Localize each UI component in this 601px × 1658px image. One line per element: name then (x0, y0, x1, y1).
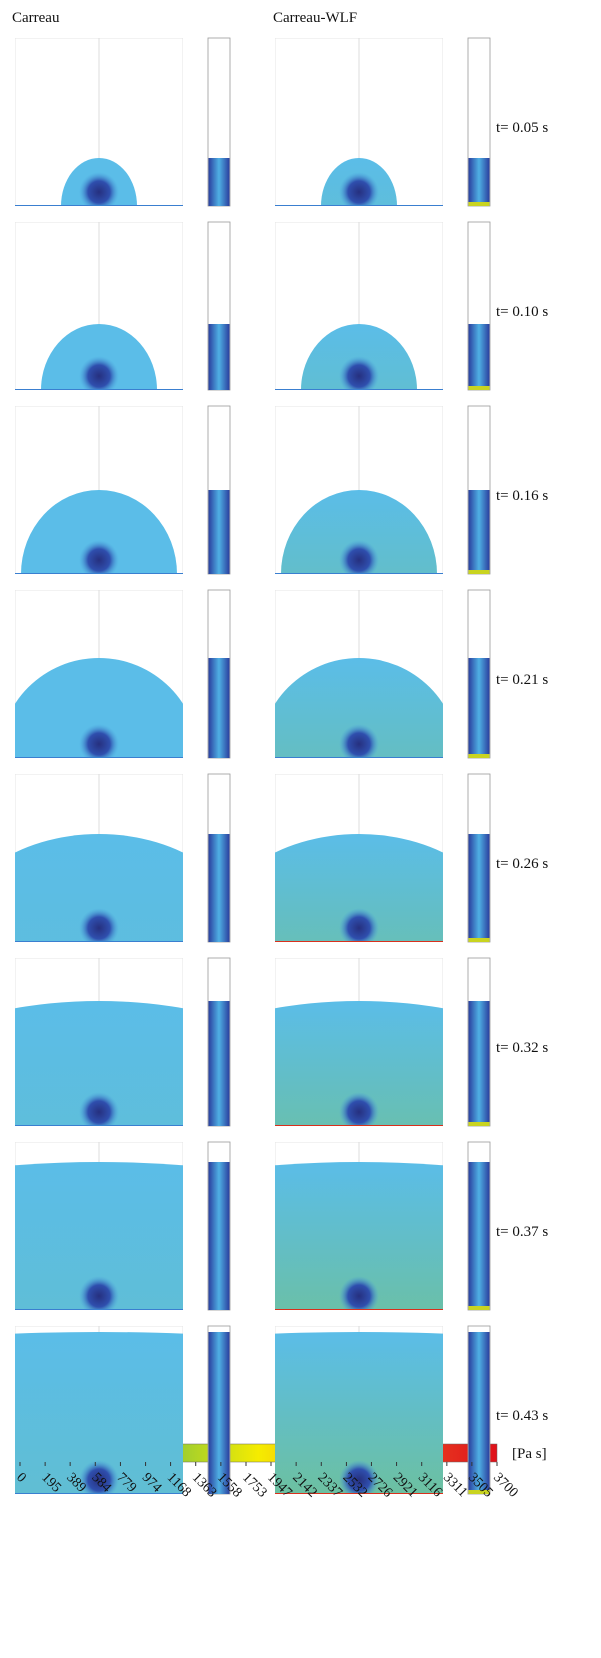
side-fill (209, 490, 230, 574)
side-hot (469, 938, 490, 942)
colorbar-tick-label: 1753 (239, 1470, 269, 1500)
side-fill (209, 834, 230, 942)
time-label: t= 0.16 s (496, 488, 548, 504)
side-fill (209, 1001, 230, 1126)
colorbar-unit: [Pa s] (512, 1446, 547, 1462)
time-label: t= 0.21 s (496, 672, 548, 688)
side-hot (469, 1122, 490, 1126)
side-fill (469, 1001, 490, 1126)
side-fill (469, 1332, 490, 1494)
side-fill (469, 1162, 490, 1310)
time-label: t= 0.10 s (496, 304, 548, 320)
side-fill (469, 324, 490, 390)
figure: Carreau Carreau-WLF [Pa s] t= 0.05 s t= 0… (0, 0, 601, 1658)
side-fill (209, 324, 230, 390)
flow-panel (15, 38, 183, 254)
side-hot (469, 202, 490, 206)
time-label: t= 0.05 s (496, 120, 548, 136)
column-header: Carreau-WLF (273, 10, 357, 26)
time-label: t= 0.37 s (496, 1224, 548, 1240)
colorbar-tick-label: 3311 (440, 1470, 470, 1500)
time-label: t= 0.26 s (496, 856, 548, 872)
side-hot (469, 386, 490, 390)
side-fill (469, 490, 490, 574)
side-fill (209, 158, 230, 206)
time-label: t= 0.32 s (496, 1040, 548, 1056)
side-fill (469, 658, 490, 758)
side-hot (469, 754, 490, 758)
side-fill (209, 1332, 230, 1494)
side-fill (469, 834, 490, 942)
side-fill (209, 658, 230, 758)
side-fill (469, 158, 490, 206)
side-fill (209, 1162, 230, 1310)
time-label: t= 0.43 s (496, 1408, 548, 1424)
column-header: Carreau (12, 10, 60, 26)
flow-panel (275, 38, 443, 254)
side-hot (469, 1306, 490, 1310)
side-hot (469, 570, 490, 574)
colorbar-tick-label: 3700 (490, 1470, 520, 1500)
